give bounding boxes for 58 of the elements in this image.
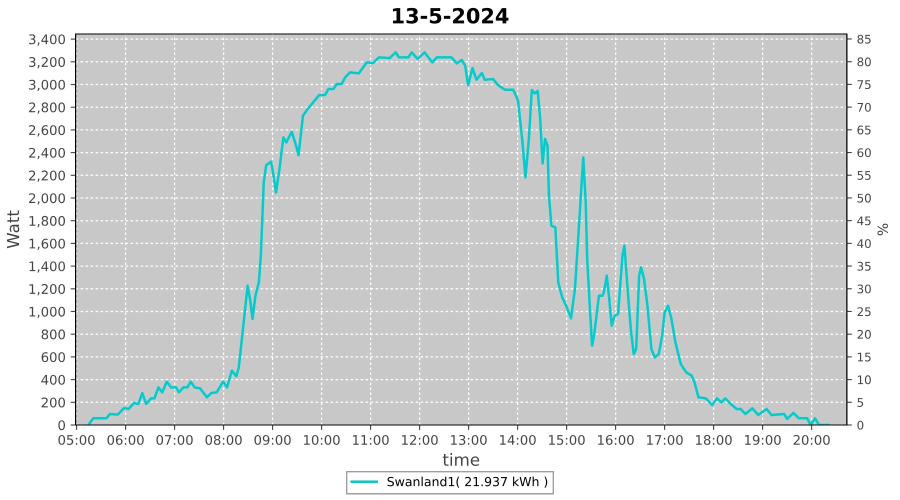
x-tick-label: 10:00 — [304, 434, 340, 445]
y2-tick-label: 70 — [858, 102, 871, 112]
x-tick-label: 05:00 — [58, 434, 95, 445]
y-tick-label: 1,600 — [30, 238, 65, 250]
x-tick-label: 19:00 — [745, 434, 781, 445]
y2-tick-label: 80 — [857, 57, 871, 66]
y2-tick-label: 65 — [857, 126, 871, 134]
y2-tick-label: 15 — [858, 352, 871, 362]
y-tick-label: 200 — [42, 398, 65, 408]
x-axis-title: time — [442, 453, 480, 466]
y-tick-label: 3,400 — [29, 34, 65, 46]
y2-tick-label: 40 — [857, 239, 871, 248]
y-tick-label: 2,800 — [29, 102, 65, 114]
x-tick-label: 09:00 — [254, 434, 291, 445]
x-tick-label: 07:00 — [156, 434, 193, 445]
y2-tick-label: 55 — [858, 171, 871, 180]
y-tick-label: 800 — [42, 329, 65, 340]
y2-tick-label: 20 — [857, 330, 871, 339]
y2-tick-label: 85 — [857, 34, 871, 44]
y-axis-title: Watt — [6, 210, 20, 248]
y-tick-label: 400 — [41, 374, 65, 385]
y-tick-label: 3,200 — [29, 57, 65, 68]
y2-tick-label: 5 — [858, 398, 864, 407]
y2-tick-label: 10 — [858, 375, 871, 384]
y-tick-label: 600 — [42, 352, 65, 362]
x-tick-label: 16:00 — [598, 434, 634, 445]
x-tick-label: 20:00 — [794, 434, 830, 445]
y-tick-label: 1,400 — [30, 261, 65, 273]
y2-tick-label: 75 — [858, 80, 871, 90]
x-tick-label: 11:00 — [353, 434, 389, 445]
x-tick-label: 08:00 — [205, 434, 242, 445]
y2-axis-title: % — [877, 224, 888, 236]
y-tick-label: 2,400 — [29, 148, 65, 160]
y-tick-label: 2,000 — [29, 193, 65, 205]
y-tick-label: 1,200 — [30, 284, 65, 296]
y-tick-label: 2,200 — [29, 170, 65, 182]
y2-tick-label: 45 — [857, 216, 871, 226]
x-tick-label: 06:00 — [107, 434, 144, 445]
y2-tick-label: 50 — [858, 194, 871, 203]
x-tick-label: 14:00 — [500, 434, 536, 445]
y-tick-label: 2,600 — [29, 125, 65, 136]
y2-tick-label: 30 — [858, 284, 871, 294]
y-tick-label: 1,000 — [30, 306, 65, 318]
y2-tick-label: 0 — [857, 420, 864, 430]
y2-tick-label: 25 — [857, 307, 871, 316]
legend-label: Swanland1( 21.937 kWh ) — [388, 476, 548, 488]
x-tick-label: 15:00 — [549, 434, 585, 445]
x-tick-label: 17:00 — [647, 434, 683, 445]
line-series — [87, 51, 830, 425]
x-tick-label: 12:00 — [402, 434, 438, 445]
y-tick-label: 0 — [58, 420, 65, 430]
y-tick-label: 3,000 — [29, 80, 65, 92]
x-tick-label: 13:00 — [451, 434, 487, 445]
y-tick-label: 1,800 — [30, 216, 65, 228]
x-tick-label: 18:00 — [696, 434, 732, 445]
y2-tick-label: 60 — [857, 148, 871, 158]
y2-tick-label: 35 — [858, 262, 871, 271]
chart-title: 13-5-2024 — [392, 8, 508, 24]
